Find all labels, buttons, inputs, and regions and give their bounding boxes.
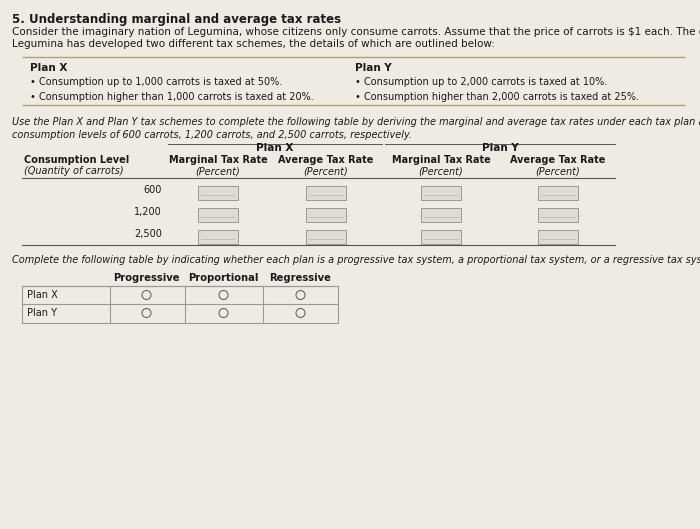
Text: 600: 600 [144, 185, 162, 195]
Text: Regressive: Regressive [270, 273, 331, 283]
Text: • Consumption higher than 1,000 carrots is taxed at 20%.: • Consumption higher than 1,000 carrots … [30, 92, 314, 102]
Text: (Percent): (Percent) [195, 166, 240, 176]
Text: Complete the following table by indicating whether each plan is a progressive ta: Complete the following table by indicati… [12, 255, 700, 265]
FancyBboxPatch shape [421, 230, 461, 244]
Text: Plan Y: Plan Y [355, 63, 392, 73]
Text: Plan Y: Plan Y [27, 308, 57, 318]
Text: (Percent): (Percent) [304, 166, 349, 176]
FancyBboxPatch shape [198, 186, 238, 200]
Text: 2,500: 2,500 [134, 229, 162, 239]
FancyBboxPatch shape [198, 230, 238, 244]
Text: 1,200: 1,200 [134, 207, 162, 217]
Text: consumption levels of 600 carrots, 1,200 carrots, and 2,500 carrots, respectivel: consumption levels of 600 carrots, 1,200… [12, 130, 412, 140]
Text: Proportional: Proportional [188, 273, 259, 283]
Text: Plan X: Plan X [27, 290, 57, 300]
FancyBboxPatch shape [421, 186, 461, 200]
FancyBboxPatch shape [306, 186, 346, 200]
Text: Plan Y: Plan Y [482, 143, 519, 153]
Text: Use the Plan X and Plan Y tax schemes to complete the following table by derivin: Use the Plan X and Plan Y tax schemes to… [12, 117, 700, 127]
Text: (Percent): (Percent) [419, 166, 463, 176]
FancyBboxPatch shape [421, 208, 461, 222]
Text: • Consumption higher than 2,000 carrots is taxed at 25%.: • Consumption higher than 2,000 carrots … [355, 92, 639, 102]
Text: Marginal Tax Rate: Marginal Tax Rate [169, 155, 267, 165]
Text: (Percent): (Percent) [535, 166, 580, 176]
Text: • Consumption up to 1,000 carrots is taxed at 50%.: • Consumption up to 1,000 carrots is tax… [30, 77, 282, 87]
Text: Plan X: Plan X [30, 63, 67, 73]
FancyBboxPatch shape [306, 230, 346, 244]
Text: Consumption Level: Consumption Level [24, 155, 130, 165]
Text: 5. Understanding marginal and average tax rates: 5. Understanding marginal and average ta… [12, 13, 341, 26]
FancyBboxPatch shape [538, 230, 578, 244]
Text: Average Tax Rate: Average Tax Rate [279, 155, 374, 165]
Text: Marginal Tax Rate: Marginal Tax Rate [391, 155, 491, 165]
Bar [22, 286, 338, 323]
Text: Legumina has developed two different tax schemes, the details of which are outli: Legumina has developed two different tax… [12, 39, 495, 49]
FancyBboxPatch shape [538, 208, 578, 222]
Text: (Quantity of carrots): (Quantity of carrots) [24, 166, 124, 176]
Text: Plan X: Plan X [256, 143, 294, 153]
FancyBboxPatch shape [306, 208, 346, 222]
Text: • Consumption up to 2,000 carrots is taxed at 10%.: • Consumption up to 2,000 carrots is tax… [355, 77, 608, 87]
Text: Average Tax Rate: Average Tax Rate [510, 155, 606, 165]
FancyBboxPatch shape [538, 186, 578, 200]
FancyBboxPatch shape [198, 208, 238, 222]
Text: Consider the imaginary nation of Legumina, whose citizens only consume carrots. : Consider the imaginary nation of Legumin… [12, 27, 700, 37]
Text: Progressive: Progressive [113, 273, 180, 283]
